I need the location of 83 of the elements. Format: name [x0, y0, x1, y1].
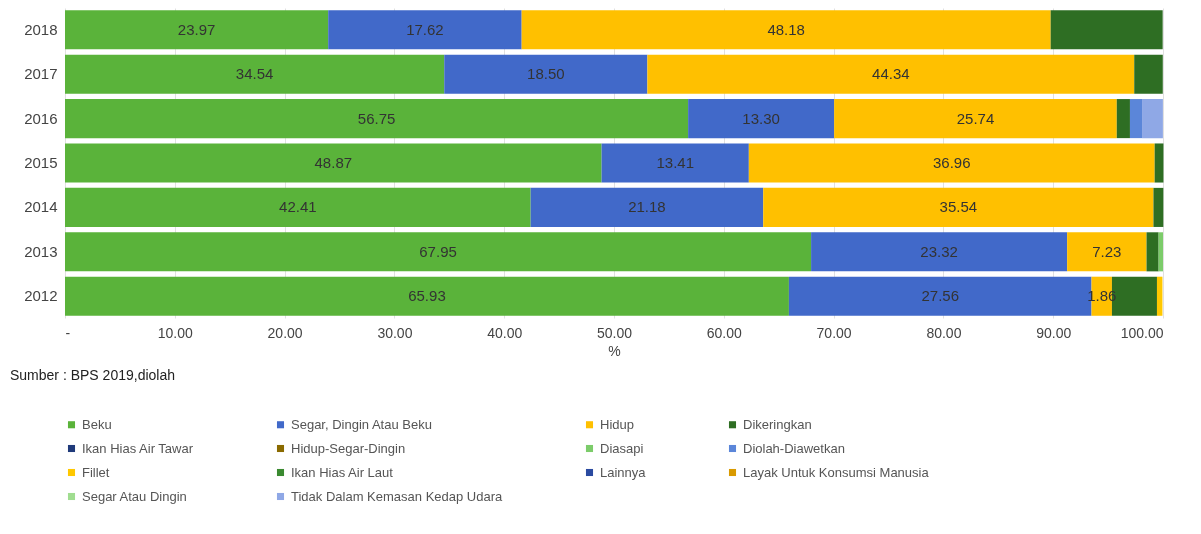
legend-label: Beku [82, 416, 112, 432]
bar [65, 99, 689, 139]
bar [65, 143, 602, 183]
x-tick-label: 40.00 [487, 324, 523, 341]
x-tick-label: 50.00 [596, 324, 633, 341]
x-tick-label: 90.00 [1036, 324, 1072, 341]
legend-label: Diasapi [600, 440, 644, 456]
bar [1142, 99, 1163, 139]
bar [530, 187, 764, 227]
x-tick-label: 30.00 [377, 324, 413, 341]
bar [1050, 10, 1163, 50]
data-label: 7.23 [1092, 242, 1122, 260]
y-tick-label: 2015 [24, 154, 58, 171]
y-tick-label: 2013 [24, 242, 58, 260]
bar [688, 99, 835, 139]
bar [1116, 99, 1130, 139]
x-tick-label: - [65, 324, 71, 341]
bar [601, 143, 749, 183]
data-label: 56.75 [357, 109, 396, 127]
data-label: 17.62 [406, 20, 444, 38]
bar [65, 276, 789, 316]
y-tick-label: 2018 [24, 20, 58, 38]
data-label: 23.97 [177, 20, 216, 38]
bar [521, 10, 1051, 50]
legend-label: Ikan Hias Air Tawar [82, 440, 194, 456]
legend-label: Hidup-Segar-Dingin [291, 440, 406, 456]
y-tick-label: 2012 [24, 287, 58, 305]
legend-label: Diolah-Diawetkan [743, 440, 845, 456]
y-tick-label: 2017 [24, 65, 58, 83]
legend-label: Layak Untuk Konsumsi Manusia [743, 464, 930, 480]
data-label: 13.41 [656, 154, 694, 171]
bar [65, 187, 531, 227]
x-tick-label: 70.00 [816, 324, 852, 341]
bar [1067, 232, 1147, 272]
y-tick-label: 2016 [24, 109, 58, 127]
bar [647, 54, 1135, 94]
legend-label: Segar, Dingin Atau Beku [291, 416, 432, 432]
bar [1129, 99, 1143, 139]
bar [1146, 232, 1159, 272]
bar [811, 232, 1068, 272]
bar [748, 143, 1155, 183]
legend-label: Hidup [600, 416, 634, 432]
y-tick-label: 2014 [24, 198, 58, 216]
x-tick-label: 100.00 [1120, 324, 1164, 341]
legend-label: Dikeringkan [743, 416, 812, 432]
bar [1154, 143, 1164, 183]
bar [65, 10, 329, 50]
data-label: 27.56 [921, 287, 959, 305]
bar [834, 99, 1117, 139]
data-label: 25.74 [956, 109, 995, 127]
data-label: 48.18 [767, 20, 805, 38]
data-label: 65.93 [408, 287, 446, 305]
data-label: 36.96 [932, 154, 971, 171]
data-label: 18.50 [527, 65, 565, 83]
bar [1158, 232, 1163, 272]
bar [1153, 187, 1164, 227]
data-label: 67.95 [419, 242, 457, 260]
legend-label: Lainnya [600, 464, 647, 480]
data-label: 21.18 [628, 198, 666, 216]
x-tick-label: 60.00 [706, 324, 743, 341]
x-tick-label: 20.00 [267, 324, 303, 341]
data-label: 23.32 [920, 242, 958, 260]
bar [763, 187, 1154, 227]
legend-label: Segar Atau Dingin [82, 488, 187, 504]
legend-label: Fillet [82, 464, 110, 480]
text: Sumber : BPS 2019,diolah [10, 367, 175, 383]
bar [65, 54, 445, 94]
bar [328, 10, 522, 50]
legend-label: Tidak Dalam Kemasan Kedap Udara [291, 488, 504, 504]
x-axis-title: % [608, 342, 621, 359]
data-label: 35.54 [939, 198, 978, 216]
bar [65, 232, 812, 272]
data-label: 42.41 [279, 198, 317, 216]
data-label: 34.54 [235, 65, 274, 83]
x-tick-label: 80.00 [926, 324, 962, 341]
legend-label: Ikan Hias Air Laut [291, 464, 394, 480]
bar [444, 54, 648, 94]
data-label: 13.30 [742, 109, 780, 127]
x-tick-label: 10.00 [157, 324, 194, 341]
data-label: 48.87 [314, 154, 353, 171]
bar [1134, 54, 1163, 94]
data-label: 44.34 [872, 65, 910, 83]
bar [1156, 276, 1163, 316]
